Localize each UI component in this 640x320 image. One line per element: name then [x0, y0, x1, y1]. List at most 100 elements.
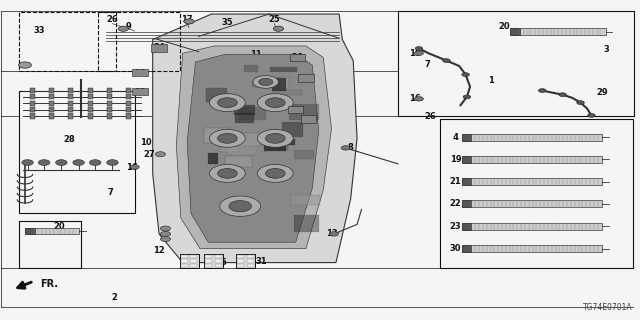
Circle shape [56, 160, 67, 165]
Bar [49, 88, 54, 93]
Polygon shape [176, 46, 332, 249]
Circle shape [161, 236, 171, 242]
Bar [126, 94, 131, 100]
Text: 26: 26 [424, 112, 436, 121]
Text: 5: 5 [220, 258, 226, 267]
Text: TG74E0701A: TG74E0701A [583, 303, 633, 312]
Circle shape [257, 129, 293, 147]
Circle shape [341, 146, 350, 150]
Text: 7: 7 [108, 188, 113, 197]
Circle shape [156, 152, 166, 157]
Circle shape [209, 164, 245, 182]
Text: 16: 16 [408, 94, 420, 103]
Bar [35, 228, 79, 234]
Circle shape [588, 114, 595, 117]
Circle shape [253, 76, 278, 88]
Bar [237, 260, 244, 263]
Polygon shape [284, 139, 295, 145]
Polygon shape [207, 153, 218, 164]
Bar [471, 245, 602, 252]
Bar [471, 178, 602, 185]
Text: 15: 15 [300, 73, 312, 82]
Circle shape [229, 201, 252, 212]
Polygon shape [255, 76, 269, 87]
Bar [30, 101, 35, 106]
Text: 26: 26 [292, 53, 303, 62]
Text: 4: 4 [452, 132, 458, 141]
Circle shape [266, 133, 285, 143]
Bar [88, 107, 93, 112]
Circle shape [257, 94, 293, 112]
Bar [49, 101, 54, 106]
Text: 31: 31 [255, 257, 267, 266]
Circle shape [259, 78, 273, 85]
Circle shape [538, 89, 546, 92]
Text: 9: 9 [125, 22, 131, 31]
Circle shape [462, 73, 469, 76]
Bar [510, 28, 520, 36]
Polygon shape [207, 88, 227, 102]
Circle shape [330, 232, 339, 236]
Bar [49, 107, 54, 112]
Bar [19, 91, 135, 212]
Text: 1: 1 [488, 76, 494, 85]
Polygon shape [282, 122, 303, 137]
Circle shape [161, 226, 171, 231]
Text: 6: 6 [188, 256, 194, 265]
Bar [462, 133, 471, 140]
Bar [107, 114, 112, 119]
Bar [19, 12, 116, 71]
Bar [49, 114, 54, 119]
Bar [214, 260, 221, 263]
Bar [237, 264, 244, 267]
Polygon shape [204, 128, 229, 143]
Bar [98, 12, 179, 71]
Circle shape [131, 165, 140, 169]
Text: 23: 23 [449, 222, 461, 231]
Text: 7: 7 [424, 60, 430, 69]
Polygon shape [153, 14, 357, 263]
Bar [30, 114, 35, 119]
Bar [190, 264, 197, 267]
Bar [288, 106, 303, 114]
Polygon shape [294, 215, 319, 232]
Circle shape [19, 62, 31, 68]
Bar [126, 114, 131, 119]
Bar [204, 254, 223, 268]
Polygon shape [244, 65, 259, 72]
Bar [88, 94, 93, 100]
Circle shape [415, 97, 424, 101]
Bar [462, 245, 471, 252]
Bar [246, 260, 253, 263]
Bar [471, 223, 602, 230]
Circle shape [209, 129, 245, 147]
Text: 10: 10 [141, 138, 152, 147]
Circle shape [415, 51, 424, 55]
Bar [88, 101, 93, 106]
Bar [126, 88, 131, 93]
Text: 22: 22 [449, 199, 461, 208]
Circle shape [38, 160, 50, 165]
Bar [152, 44, 167, 52]
Text: 14: 14 [303, 114, 314, 123]
Circle shape [218, 98, 237, 108]
Bar [107, 101, 112, 106]
Polygon shape [264, 140, 286, 151]
Bar [107, 94, 112, 100]
Circle shape [257, 164, 293, 182]
Bar [246, 264, 253, 267]
Text: 18: 18 [134, 88, 146, 97]
Text: 16: 16 [125, 163, 138, 172]
Bar [471, 200, 602, 207]
Circle shape [577, 101, 584, 105]
Text: 24: 24 [290, 104, 301, 113]
Circle shape [161, 231, 171, 236]
Text: 21: 21 [449, 177, 461, 186]
Bar [290, 53, 305, 61]
Bar [205, 255, 212, 258]
Text: 35: 35 [221, 19, 233, 28]
Bar [49, 94, 54, 100]
Text: 8: 8 [348, 143, 353, 152]
Bar [25, 228, 35, 234]
Bar [236, 254, 255, 268]
